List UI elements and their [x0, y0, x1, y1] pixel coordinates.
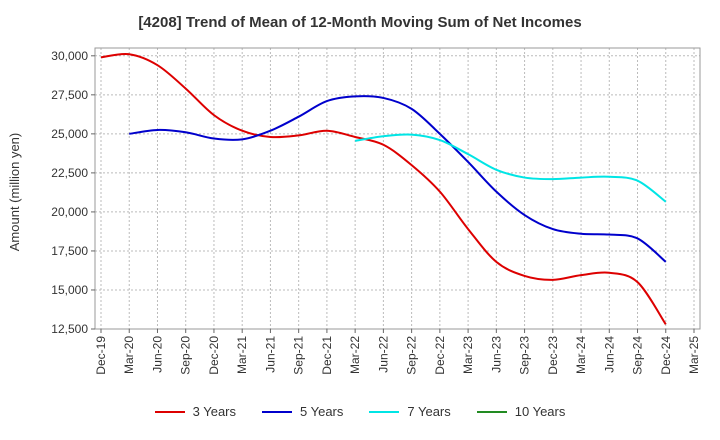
x-tick-label: Sep-24: [631, 336, 645, 375]
legend-swatch: [154, 410, 185, 413]
x-tick-label: Sep-20: [179, 336, 193, 375]
x-tick-label: Dec-20: [207, 336, 221, 375]
y-tick-label: 15,000: [51, 283, 88, 297]
x-tick-label: Sep-22: [405, 336, 419, 375]
legend-swatch: [262, 410, 292, 413]
legend-item: 5 Years: [262, 404, 343, 419]
x-tick-label: Sep-23: [518, 336, 532, 375]
x-tick-label: Mar-25: [687, 336, 701, 374]
x-tick-label: Mar-20: [122, 336, 136, 374]
x-tick-label: Jun-24: [602, 336, 616, 373]
y-tick-label: 17,500: [51, 244, 88, 258]
legend-label: 5 Years: [300, 404, 344, 419]
y-axis-label: Amount (million yen): [7, 133, 22, 252]
axes: 12,500 15,000 17,500 20,000 22,500 25,000 27,5…: [51, 47, 701, 375]
x-tick-label: Mar-23: [461, 336, 475, 374]
series-line-5-years: [129, 95, 667, 263]
x-tick-label: Dec-23: [546, 336, 560, 375]
y-tick-label: 20,000: [51, 205, 88, 219]
series-lines: [100, 52, 667, 325]
legend-item: 7 Years: [369, 404, 451, 419]
legend-swatch: [476, 410, 507, 413]
x-tick-label: Mar-24: [574, 336, 588, 374]
chart-title: [4208] Trend of Mean of 12-Month Moving …: [138, 14, 582, 31]
series-line-7-years: [354, 133, 667, 203]
x-tick-label: Dec-24: [659, 336, 673, 375]
x-tick-label: Sep-21: [292, 336, 306, 375]
y-tick-label: 22,500: [51, 166, 88, 180]
plot-frame: [94, 47, 701, 330]
x-tick-label: Jun-21: [263, 336, 277, 373]
legend: 3 Years 5 Years 7 Years 10 Years: [0, 404, 720, 419]
legend-item: 3 Years: [154, 404, 236, 419]
legend-label: 7 Years: [407, 404, 451, 419]
y-tick-label: 30,000: [51, 49, 88, 63]
x-tick-label: Mar-21: [235, 336, 249, 374]
x-tick-label: Jun-20: [150, 336, 164, 373]
legend-label: 10 Years: [514, 404, 566, 419]
legend-label: 3 Years: [192, 404, 236, 419]
x-tick-label: Jun-22: [376, 336, 390, 373]
x-tick-label: Dec-19: [94, 336, 108, 375]
legend-item: 10 Years: [476, 404, 566, 419]
x-tick-label: Mar-22: [348, 336, 362, 374]
x-tick-label: Jun-23: [489, 336, 503, 373]
legend-swatch: [369, 410, 400, 413]
y-tick-label: 12,500: [51, 322, 88, 336]
grid-lines: [95, 48, 700, 330]
series-line-3-years: [100, 52, 667, 325]
x-tick-label: Dec-22: [433, 336, 447, 375]
x-tick-label: Dec-21: [320, 336, 334, 375]
y-tick-label: 25,000: [51, 127, 88, 141]
y-tick-label: 27,500: [51, 88, 88, 102]
